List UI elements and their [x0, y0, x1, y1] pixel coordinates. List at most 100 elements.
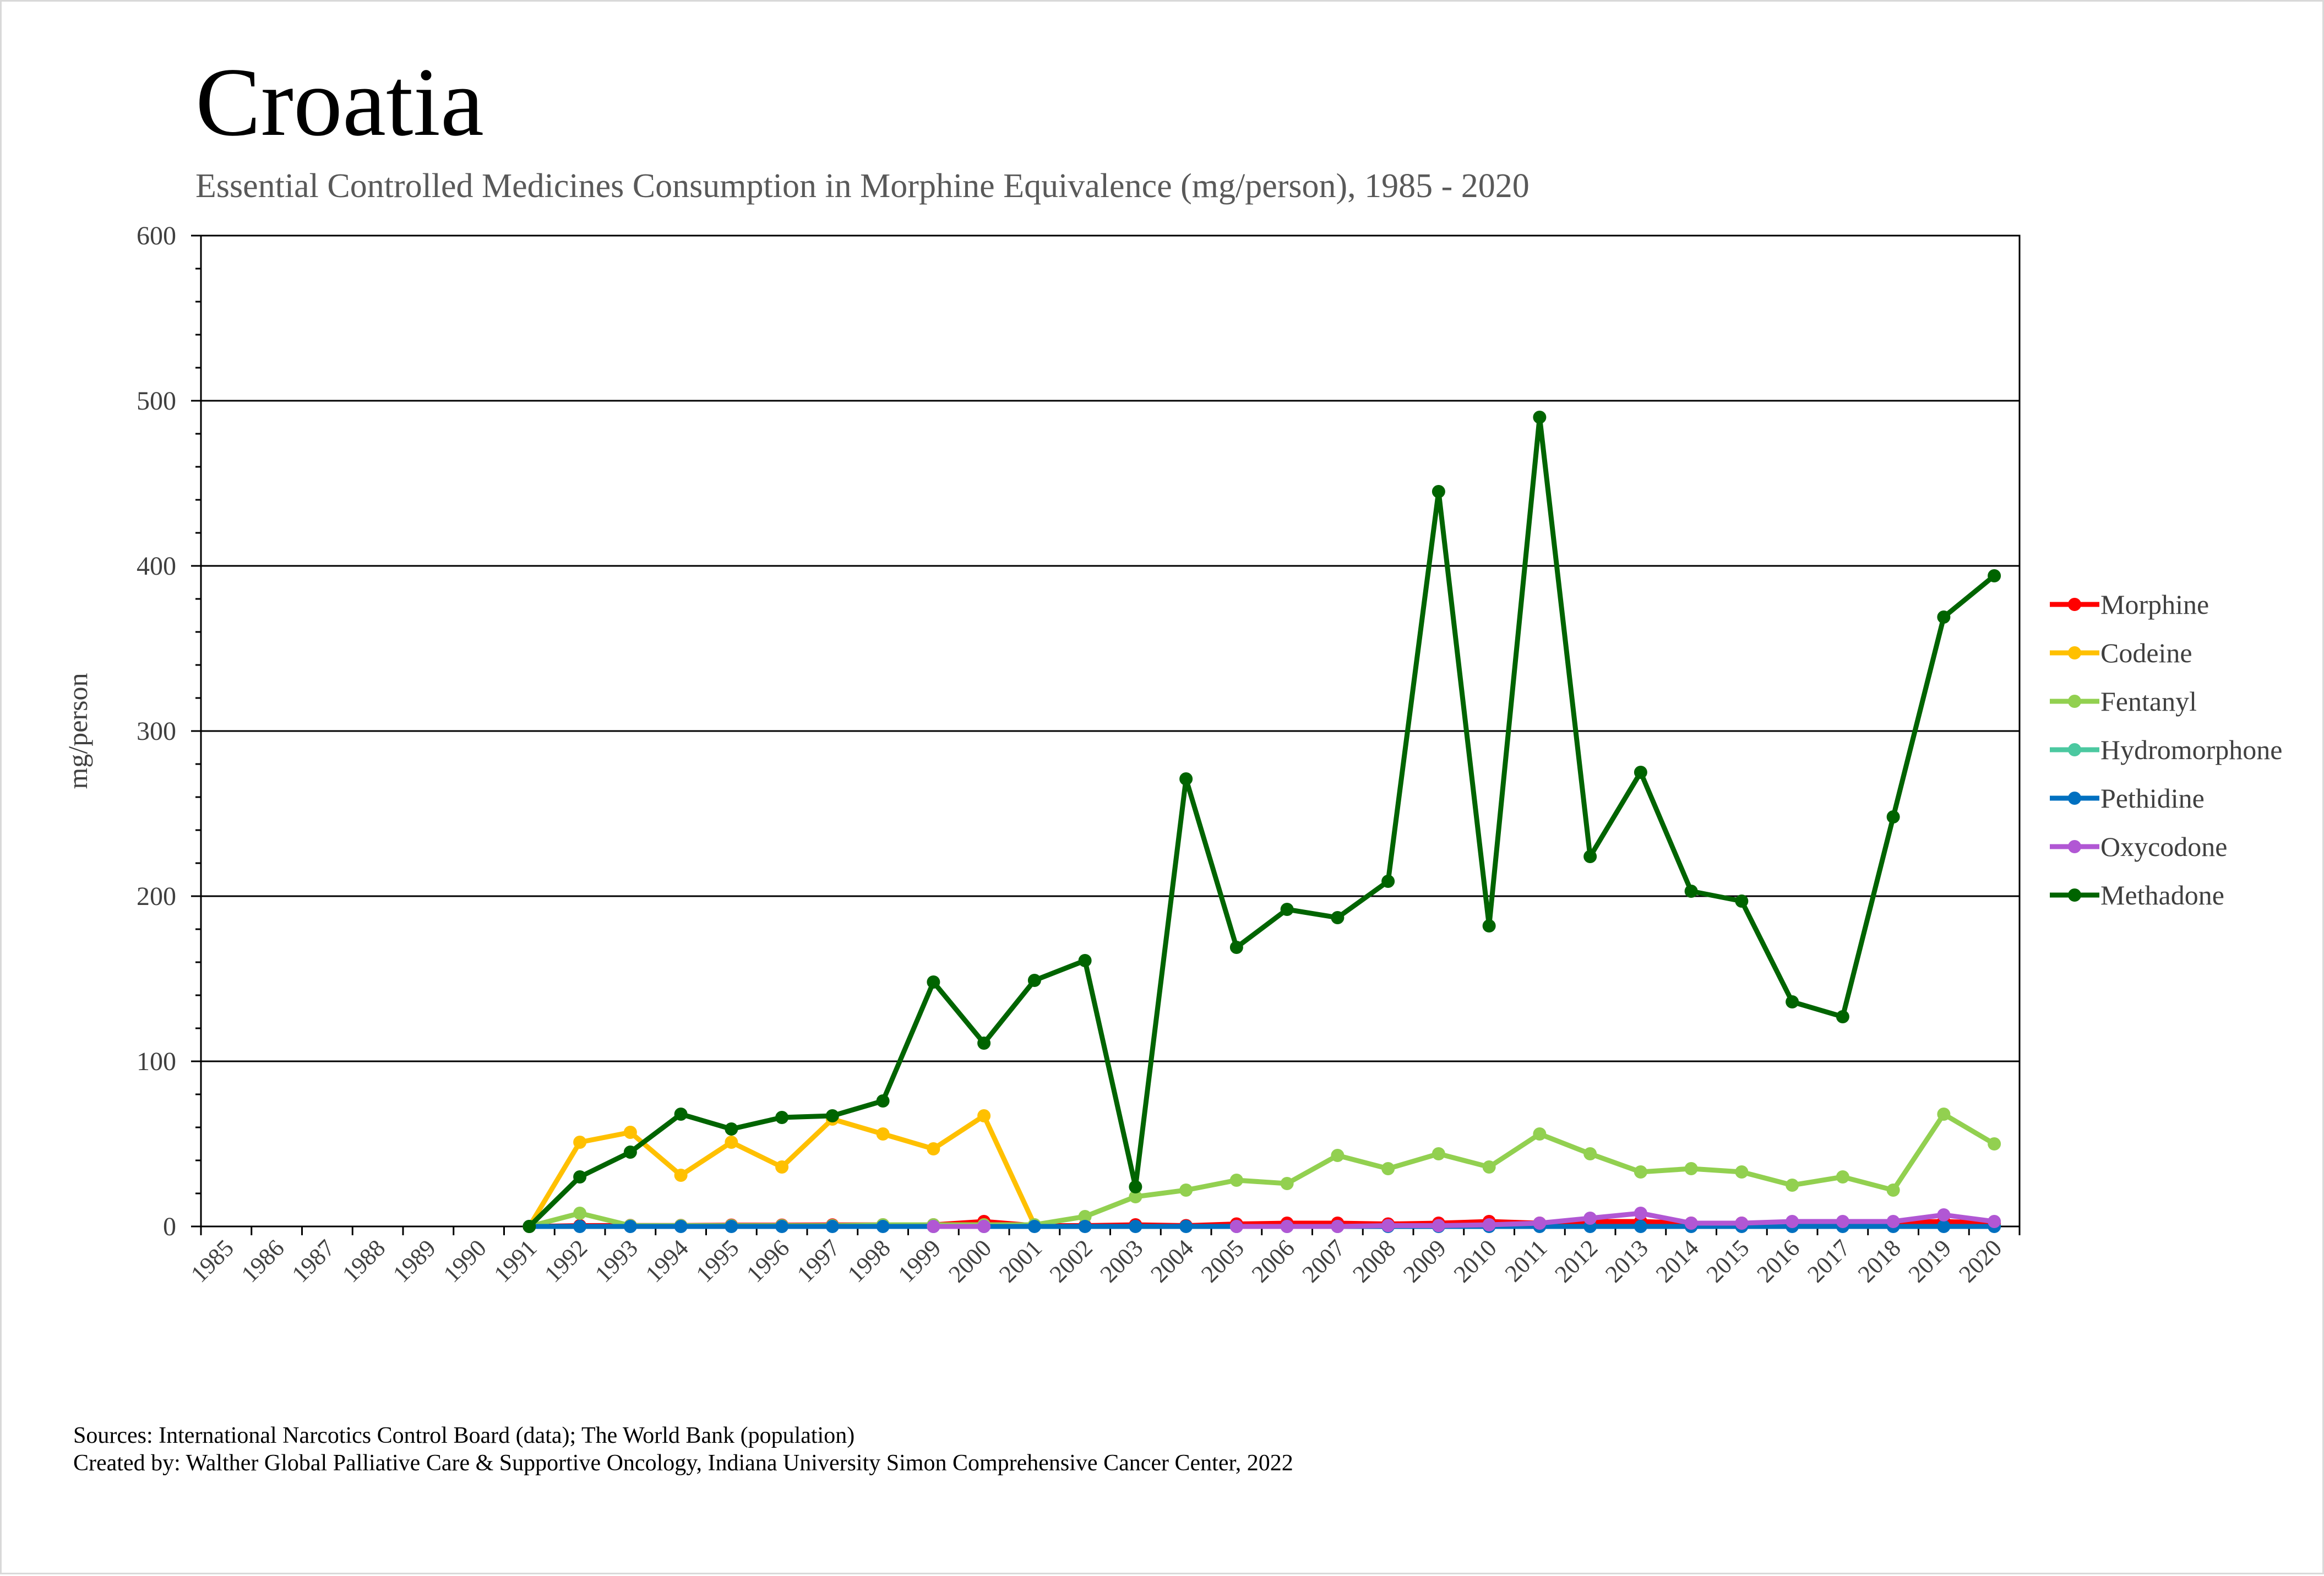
- x-tick-label: 1996: [741, 1234, 794, 1288]
- data-point: [1583, 850, 1597, 863]
- data-point: [876, 1220, 890, 1233]
- data-point: [1078, 1220, 1092, 1233]
- y-tick-label: 400: [137, 552, 176, 581]
- data-point: [1533, 1127, 1547, 1141]
- y-tick-label: 0: [163, 1212, 176, 1241]
- data-point: [623, 1146, 637, 1159]
- legend-item: Oxycodone: [2050, 831, 2228, 862]
- legend-item: Morphine: [2050, 589, 2209, 620]
- data-point: [1786, 995, 1799, 1008]
- x-tick-label: 2013: [1600, 1234, 1653, 1288]
- series-line: [526, 1111, 1997, 1229]
- legend-swatch-marker: [2068, 598, 2081, 611]
- data-point: [1280, 1177, 1294, 1190]
- data-point: [1786, 1179, 1799, 1192]
- data-point: [1179, 1184, 1193, 1197]
- data-point: [1684, 885, 1698, 898]
- gridlines: [201, 235, 2020, 1062]
- legend-swatch-marker: [2068, 743, 2081, 756]
- legend-item: Hydromorphone: [2050, 734, 2283, 765]
- data-point: [1381, 875, 1395, 888]
- data-point: [1027, 1220, 1041, 1233]
- data-point: [1381, 1219, 1395, 1233]
- data-point: [725, 1122, 738, 1136]
- data-point: [1684, 1162, 1698, 1175]
- data-point: [1634, 1207, 1647, 1220]
- data-point: [1583, 1212, 1597, 1225]
- x-tick-label: 1997: [792, 1234, 845, 1288]
- y-tick-label: 300: [137, 717, 176, 746]
- x-tick-label: 1985: [186, 1234, 239, 1288]
- x-tick-label: 2000: [943, 1234, 997, 1288]
- data-point: [1229, 1220, 1243, 1233]
- legend-swatch-marker: [2068, 792, 2081, 805]
- series-line: [526, 415, 1997, 1229]
- data-point: [1482, 1218, 1496, 1231]
- series-codeine: [523, 1109, 1041, 1233]
- data-point: [573, 1207, 587, 1220]
- legend-swatch-marker: [2068, 888, 2081, 902]
- data-point: [775, 1220, 789, 1233]
- data-point: [1533, 411, 1547, 424]
- data-point: [1179, 1220, 1193, 1233]
- data-point: [1583, 1147, 1597, 1160]
- x-tick-label: 1990: [438, 1234, 492, 1288]
- data-point: [1937, 1108, 1951, 1121]
- x-tick-label: 2003: [1095, 1234, 1149, 1288]
- data-point: [1988, 569, 2001, 582]
- x-tick-label: 1995: [691, 1234, 744, 1288]
- data-point: [1533, 1217, 1547, 1230]
- data-point: [1432, 485, 1445, 498]
- legend-item: Methadone: [2050, 880, 2224, 910]
- legend: Morphine Codeine Fentanyl Hydromorphone Peth…: [2050, 589, 2283, 910]
- data-point: [1937, 610, 1951, 624]
- data-point: [1432, 1219, 1445, 1233]
- data-point: [1634, 766, 1647, 779]
- y-axis-ticks: 0 100 200 300 400 500 600: [137, 221, 176, 1241]
- data-point: [1735, 1217, 1749, 1230]
- data-point: [623, 1126, 637, 1139]
- footer-sources: Sources: International Narcotics Control…: [73, 1423, 855, 1448]
- data-point: [1634, 1165, 1647, 1179]
- x-tick-label: 1998: [842, 1234, 896, 1288]
- x-tick-label: 1992: [539, 1234, 592, 1288]
- data-point: [1331, 1220, 1345, 1233]
- x-tick-label: 1987: [287, 1234, 340, 1288]
- x-tick-label: 2009: [1398, 1234, 1451, 1288]
- data-point: [1129, 1180, 1142, 1193]
- x-tick-label: 2006: [1247, 1234, 1300, 1288]
- data-point: [825, 1109, 839, 1122]
- data-point: [927, 975, 940, 989]
- data-point: [1735, 895, 1749, 908]
- data-point: [573, 1170, 587, 1184]
- series-methadone: [523, 411, 2001, 1233]
- data-point: [573, 1220, 587, 1233]
- series-oxycodone: [927, 1207, 2001, 1233]
- legend-swatch-marker: [2068, 646, 2081, 659]
- legend-label: Morphine: [2100, 589, 2209, 620]
- legend-label: Hydromorphone: [2100, 734, 2283, 765]
- data-point: [1988, 1215, 2001, 1228]
- series-lines: [523, 411, 2001, 1233]
- x-tick-label: 2005: [1196, 1234, 1249, 1288]
- data-point: [1280, 1220, 1294, 1233]
- x-tick-label: 2017: [1802, 1234, 1855, 1288]
- x-tick-label: 2012: [1549, 1234, 1603, 1288]
- x-tick-label: 2014: [1651, 1234, 1704, 1288]
- x-axis-ticks: 1985198619871988198919901991199219931994…: [186, 1234, 2007, 1288]
- data-point: [1381, 1162, 1395, 1175]
- footer-created-by: Created by: Walther Global Palliative Ca…: [73, 1450, 1293, 1476]
- data-point: [1078, 1210, 1092, 1223]
- data-point: [1482, 919, 1496, 932]
- x-tick-label: 1993: [590, 1234, 643, 1288]
- data-point: [1684, 1217, 1698, 1230]
- data-point: [1937, 1208, 1951, 1221]
- x-tick-label: 2018: [1853, 1234, 1906, 1288]
- series-line: [1234, 1210, 1997, 1229]
- axes: [191, 235, 2021, 1235]
- y-tick-label: 100: [137, 1047, 176, 1076]
- data-point: [775, 1160, 789, 1174]
- legend-item: Fentanyl: [2050, 686, 2197, 717]
- data-point: [1229, 941, 1243, 954]
- x-tick-label: 1994: [640, 1234, 694, 1288]
